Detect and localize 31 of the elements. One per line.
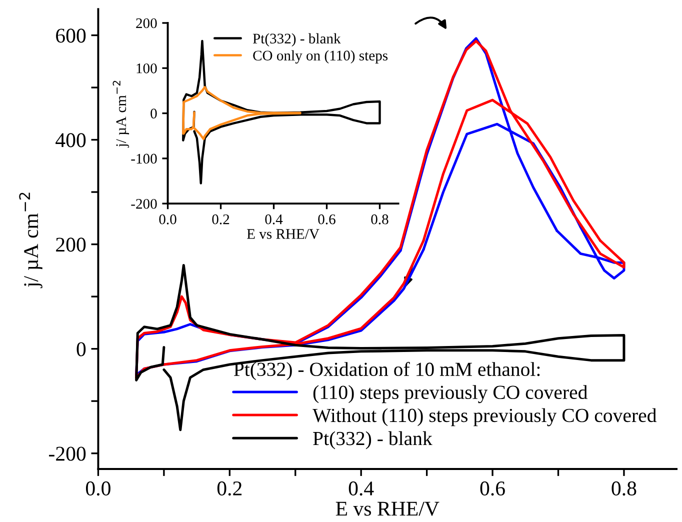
x-tick-label: 0.6 [318,214,336,224]
y-tick-label: 200 [136,18,157,28]
y-tick-label: -200 [48,446,86,461]
y-tick-label: -200 [131,198,157,209]
y-tick-label: 400 [56,133,86,148]
legend-label: Pt(332) - blank [252,33,341,46]
x-tick-label: 0.4 [265,214,283,224]
y-tick-label: 100 [136,63,157,74]
x-tick-label: 0.8 [612,481,636,496]
y-tick-label: 600 [56,28,86,43]
x-tick-label: 0.6 [480,481,505,496]
legend-title: Pt(332) - Oxidation of 10 mM ethanol: [234,362,540,380]
legend-label: (110) steps previously CO covered [313,385,588,404]
y-tick-label: -100 [131,154,157,164]
x-axis-title: E vs RHE/V [246,229,320,239]
line-series [182,86,302,140]
x-tick-label: 0.8 [371,214,388,224]
x-tick-label: 0.2 [217,481,242,496]
y-tick-label: 0 [150,108,157,118]
x-tick-label: 0.4 [348,481,374,496]
x-tick-label: 0.2 [212,214,230,224]
x-tick-label: 0.0 [159,214,176,224]
legend-label: Pt(332) - blank [313,431,432,450]
y-axis-title: j/ µA cm$^{−2}$ [19,192,42,288]
y-axis-title: j/ µA cm$^{−2}$ [112,80,130,148]
legend-label: CO only on (110) steps [253,50,388,64]
legend-label: Without (110) steps previously CO covered [312,408,657,426]
y-tick-label: 200 [56,238,86,252]
x-axis-title: E vs RHE/V [336,502,440,516]
y-tick-label: 0 [76,342,86,356]
x-tick-label: 0.0 [86,481,110,496]
